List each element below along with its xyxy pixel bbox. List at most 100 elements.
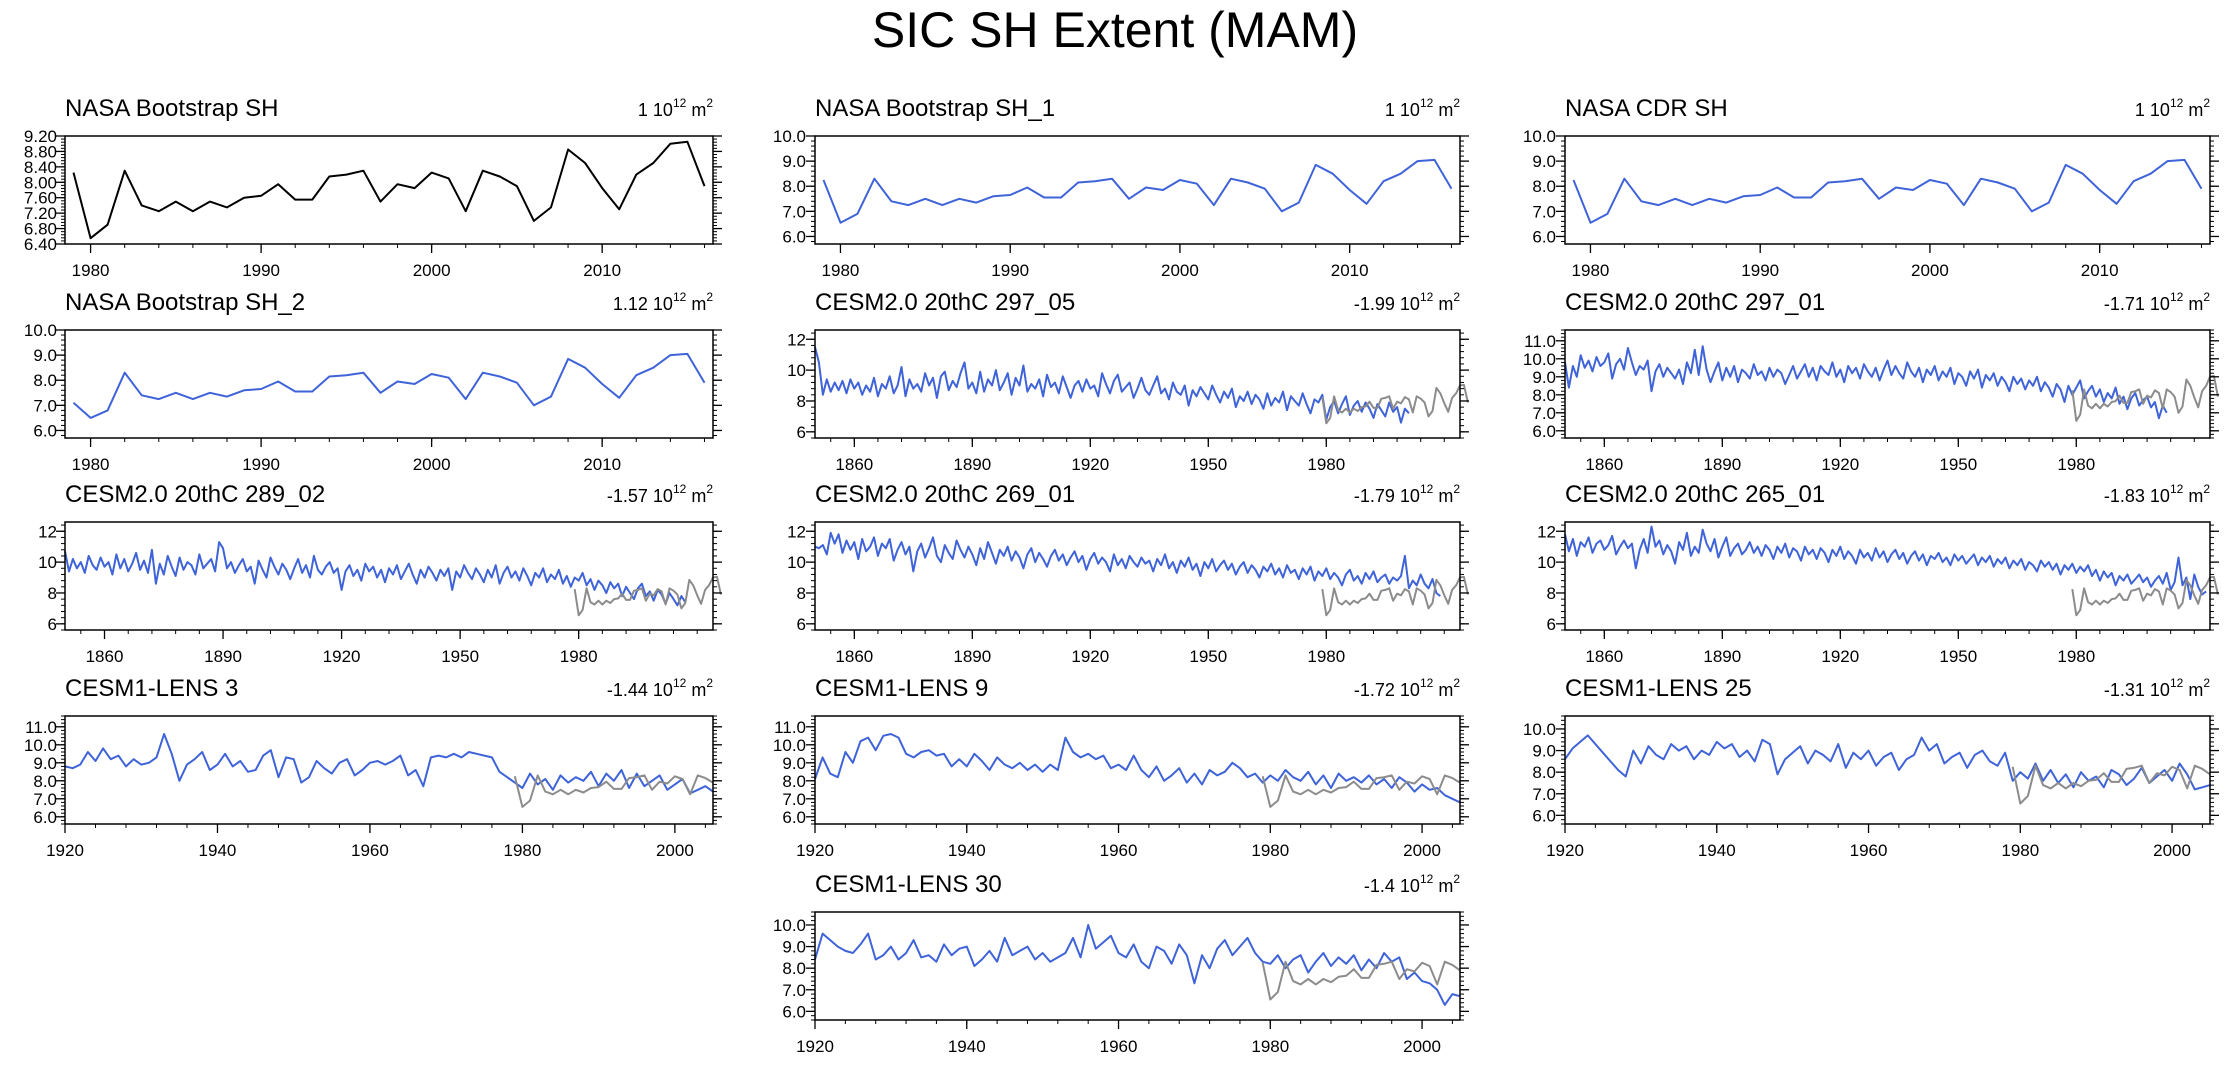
trend-exponent-2: 2 [706,290,713,304]
trend-label: -1.44 1012 m2 [607,676,713,700]
trend-exponent: 12 [2170,96,2184,110]
y-tick-label: 12 [787,330,806,349]
series-line-model [1564,345,2168,420]
y-tick-label: 12 [1537,522,1556,541]
trend-unit-m: m [2183,100,2203,120]
x-tick-label: 1980 [560,647,598,666]
x-tick-label: 1860 [835,647,873,666]
x-tick-label: 1940 [948,1037,986,1056]
panel-title: NASA Bootstrap SH_2 [65,289,305,316]
x-tick-label: 1980 [503,841,541,860]
trend-exponent: 12 [673,290,687,304]
series-line-obs_overlay [1261,960,1461,1001]
y-tick-label: 10.0 [24,321,57,340]
y-tick-label: 7.0 [782,202,806,221]
plot-frame [1564,715,2211,825]
x-tick-label: 2000 [1403,841,1441,860]
panel-6: CESM2.0 20thC 297_01 -1.71 1012 m2 6.07.08… [1523,289,2219,474]
x-tick-label: 1920 [46,841,84,860]
x-tick-label: 1960 [1850,841,1888,860]
y-tick-label: 11.0 [1524,332,1556,351]
series-line-obs_overlay [2011,764,2211,805]
plot-frame [814,911,1461,1021]
trend-exponent-2: 2 [2203,676,2210,690]
y-tick-label: 6.0 [33,808,57,827]
x-tick-label: 1950 [1939,455,1977,474]
x-tick-label: 1860 [835,455,873,474]
trend-unit: 10 [2145,680,2170,700]
trend-label: -1.31 1012 m2 [2104,676,2210,700]
series-line-model [814,531,1441,597]
y-tick-label: 8 [48,584,57,603]
trend-unit-m: m [686,486,706,506]
series-line-model [1572,158,2203,224]
trend-exponent: 12 [2170,676,2184,690]
series-line-model [1564,525,2207,601]
trend-value: -1.99 [1354,294,1395,314]
x-tick-label: 1890 [1703,455,1741,474]
series-line-model [64,541,687,607]
trend-unit: 10 [2145,100,2170,120]
panel-title: CESM1-LENS 9 [815,675,988,702]
x-tick-label: 2010 [583,261,621,280]
x-tick-label: 1980 [2057,455,2095,474]
plot-frame [64,521,714,631]
y-tick-label: 9.0 [1532,152,1556,171]
trend-label: 1 1012 m2 [638,96,713,120]
trend-value: 1 [2135,100,2145,120]
x-tick-label: 1980 [1251,1037,1289,1056]
y-tick-label: 8.0 [782,177,806,196]
y-tick-label: 6 [797,423,806,442]
y-tick-label: 6.0 [1532,227,1556,246]
trend-value: -1.71 [2104,294,2145,314]
trend-value: -1.44 [607,680,648,700]
x-tick-label: 1960 [1100,841,1138,860]
trend-unit: 10 [648,680,673,700]
x-tick-label: 1860 [86,647,124,666]
trend-unit-m: m [686,100,706,120]
panel-title: CESM2.0 20thC 297_01 [1565,289,1825,316]
trend-exponent-2: 2 [706,676,713,690]
panel-4: NASA Bootstrap SH_2 1.12 1012 m2 6.0 7.0 8.0… [24,289,722,474]
trend-exponent-2: 2 [2203,482,2210,496]
panel-title: CESM1-LENS 25 [1565,675,1752,702]
y-tick-label: 12 [38,522,57,541]
x-tick-label: 1920 [796,1037,834,1056]
x-tick-label: 2000 [1911,261,1949,280]
series-line-obs_overlay [1321,383,1469,425]
y-tick-label: 7.0 [1532,404,1556,423]
y-tick-label: 7.20 [24,204,57,223]
trend-unit-m: m [2183,680,2203,700]
x-tick-label: 1920 [1546,841,1584,860]
y-tick-label: 7.0 [1532,785,1556,804]
trend-value: -1.72 [1354,680,1395,700]
trend-value: 1.12 [613,294,648,314]
y-tick-label: 8 [797,392,806,411]
x-tick-label: 1950 [1939,647,1977,666]
y-tick-label: 10 [1537,553,1556,572]
trend-unit-m: m [686,294,706,314]
y-tick-label: 6.0 [33,421,57,440]
panel-11: CESM1-LENS 9 -1.72 1012 m2 6.07.08.09.010.… [773,675,1469,860]
y-tick-label: 9.0 [33,346,57,365]
trend-value: -1.4 [1364,876,1395,896]
y-tick-label: 7.0 [33,396,57,415]
y-tick-label: 7.60 [24,189,57,208]
panel-9: CESM2.0 20thC 265_01 -1.83 1012 m26810121… [1537,481,2219,666]
x-tick-label: 1920 [1821,647,1859,666]
x-tick-label: 1980 [1572,261,1610,280]
plot-frame [814,521,1461,631]
x-tick-label: 2010 [583,455,621,474]
trend-value: -1.31 [2104,680,2145,700]
trend-unit-m: m [2183,486,2203,506]
trend-exponent: 12 [1420,482,1434,496]
trend-exponent: 12 [1420,290,1434,304]
series-line-model [822,158,1453,224]
panel-title: NASA Bootstrap SH [65,95,278,122]
x-tick-label: 1950 [1189,647,1227,666]
x-tick-label: 2000 [1161,261,1199,280]
series-line-model [814,346,1410,424]
series-line-obs_overlay [2071,575,2219,617]
y-tick-label: 8.0 [1532,386,1556,405]
y-tick-label: 10.0 [773,916,806,935]
